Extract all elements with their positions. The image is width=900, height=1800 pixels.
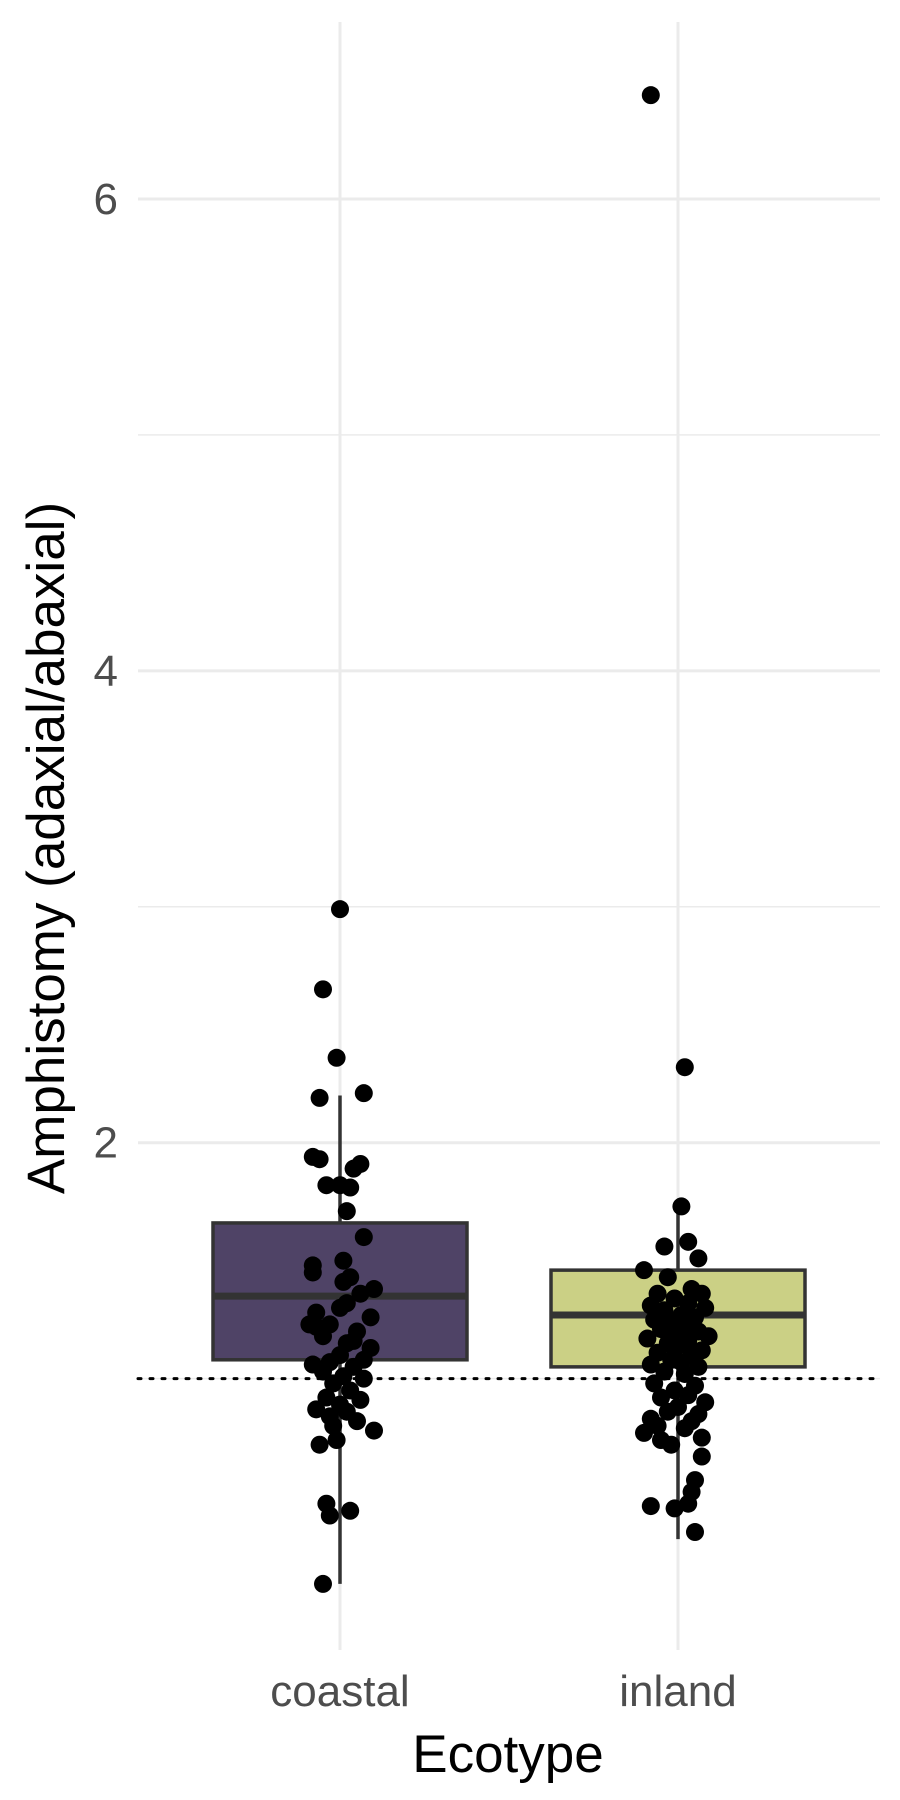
data-point-inland <box>675 1058 694 1077</box>
data-point-inland <box>665 1289 684 1308</box>
data-point-inland <box>692 1447 711 1466</box>
data-point-coastal <box>351 1284 370 1303</box>
data-point-coastal <box>334 1251 353 1270</box>
data-point-inland <box>675 1364 694 1383</box>
data-point-inland <box>689 1357 708 1376</box>
data-point-coastal <box>344 1159 363 1178</box>
data-point-coastal <box>310 1088 329 1107</box>
data-point-coastal <box>317 1176 336 1195</box>
data-point-coastal <box>314 1574 332 1593</box>
data-point-coastal <box>337 1202 356 1221</box>
data-point-inland <box>641 1497 660 1516</box>
data-point-inland <box>635 1423 653 1442</box>
data-point-coastal <box>314 1327 332 1346</box>
x-tick-labels: coastal inland <box>270 1667 736 1716</box>
data-point-coastal <box>341 1178 360 1197</box>
data-point-inland <box>655 1237 674 1256</box>
data-point-inland <box>686 1523 704 1542</box>
data-point-coastal <box>354 1228 373 1247</box>
data-point-coastal <box>348 1412 366 1431</box>
data-point-coastal <box>361 1308 380 1327</box>
data-point-inland <box>652 1320 670 1339</box>
y-tick-label: 4 <box>94 647 118 696</box>
y-tick-label: 6 <box>94 175 118 224</box>
y-tick-label: 2 <box>94 1119 118 1168</box>
data-point-inland <box>679 1386 698 1405</box>
data-point-inland <box>658 1402 677 1421</box>
x-axis-title: Ecotype <box>412 1725 604 1784</box>
data-point-coastal <box>314 980 332 999</box>
data-points <box>300 86 718 1593</box>
data-point-coastal <box>320 1506 339 1525</box>
y-tick-labels: 2 4 6 <box>94 175 118 1168</box>
data-point-coastal <box>317 1388 336 1407</box>
data-point-coastal <box>327 1431 346 1450</box>
data-point-coastal <box>351 1390 370 1409</box>
data-point-inland <box>689 1249 708 1268</box>
data-point-inland <box>679 1232 698 1251</box>
data-point-coastal <box>303 1263 322 1282</box>
data-point-inland <box>665 1499 684 1518</box>
data-point-inland <box>641 86 660 105</box>
data-point-inland <box>662 1435 681 1454</box>
data-point-coastal <box>331 900 349 919</box>
data-point-coastal <box>365 1280 383 1299</box>
data-point-inland <box>635 1261 653 1280</box>
box-iqr <box>211 1221 469 1362</box>
box-coastal <box>211 1095 469 1584</box>
data-point-coastal <box>341 1501 360 1520</box>
boxes <box>211 1095 807 1584</box>
data-point-inland <box>692 1284 711 1303</box>
data-point-inland <box>658 1268 677 1287</box>
grid <box>138 22 880 1650</box>
data-point-coastal <box>354 1369 373 1388</box>
data-point-coastal <box>324 1374 343 1393</box>
data-point-inland <box>652 1388 670 1407</box>
data-point-inland <box>675 1419 694 1438</box>
data-point-coastal <box>365 1421 383 1440</box>
data-point-inland <box>692 1428 711 1447</box>
data-point-inland <box>645 1374 664 1393</box>
data-point-inland <box>638 1329 657 1348</box>
data-point-coastal <box>314 1362 332 1381</box>
data-point-coastal <box>307 1400 326 1419</box>
data-point-coastal <box>331 1298 349 1317</box>
data-point-inland <box>648 1416 667 1435</box>
data-point-inland <box>641 1355 660 1374</box>
data-point-inland <box>641 1296 660 1315</box>
data-point-coastal <box>310 1435 329 1454</box>
data-point-coastal <box>334 1272 353 1291</box>
data-point-coastal <box>327 1048 346 1067</box>
data-point-inland <box>699 1327 718 1346</box>
data-point-inland <box>679 1494 698 1513</box>
data-point-inland <box>655 1362 674 1381</box>
data-point-coastal <box>310 1150 329 1169</box>
data-point-coastal <box>354 1084 373 1103</box>
data-point-inland <box>669 1336 687 1355</box>
data-point-inland <box>665 1381 684 1400</box>
y-axis-title: Amphistomy (adaxial/abaxial) <box>17 502 76 1194</box>
data-point-inland <box>672 1197 691 1216</box>
x-tick-label: inland <box>619 1667 736 1716</box>
data-point-coastal <box>324 1416 343 1435</box>
x-tick-label: coastal <box>270 1667 409 1716</box>
